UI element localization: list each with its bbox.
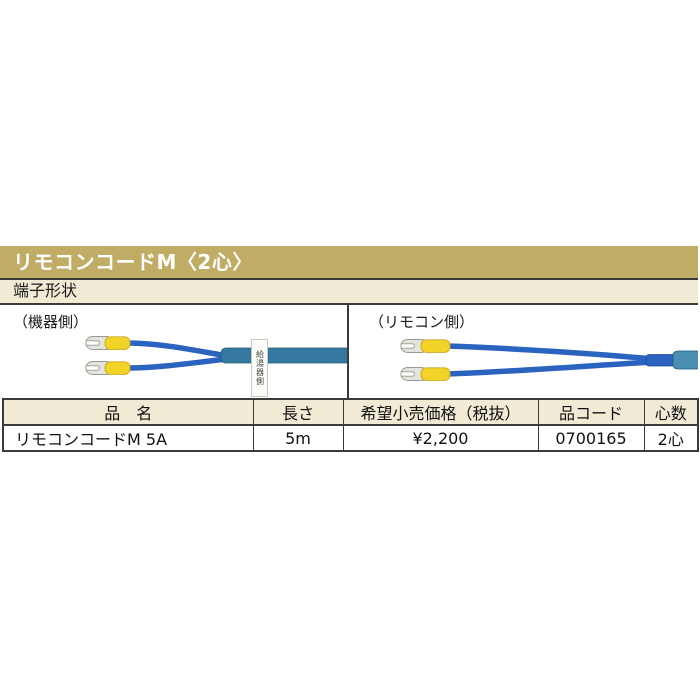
cell-core-count: 2心 — [643, 424, 699, 452]
remote-side-panel: （リモコン側） — [347, 305, 698, 398]
cell-length: 5m — [252, 424, 344, 452]
spec-table-header-row: 品 名 長さ 希望小売価格（税抜） 品コード 心数 — [2, 398, 699, 426]
cable-wrap-label: 給湯器側 — [251, 339, 268, 397]
fork-terminal-icon — [85, 361, 109, 375]
remote-side-cable-icon — [400, 339, 698, 381]
section-title-bar: リモコンコードM〈2心〉 — [0, 246, 698, 278]
spec-table-row: リモコンコードM 5A 5m ¥2,200 0700165 2心 — [2, 424, 699, 452]
terminal-shape-label: 端子形状 — [13, 281, 78, 300]
section-title: リモコンコードM〈2心〉 — [13, 250, 253, 274]
cell-product-name: リモコンコードM 5A — [2, 424, 254, 452]
col-header-core-count: 心数 — [643, 398, 699, 426]
fork-terminal-icon — [400, 339, 424, 353]
col-header-product-name: 品 名 — [2, 398, 254, 426]
cell-product-code: 0700165 — [537, 424, 645, 452]
equipment-side-caption: （機器側） — [13, 313, 89, 331]
terminal-shape-diagram: （機器側） — [0, 305, 698, 398]
fork-terminal-icon — [400, 367, 424, 381]
col-header-length: 長さ — [252, 398, 344, 426]
cable-wrap-label-text: 給湯器側 — [255, 350, 265, 386]
terminal-shape-header: 端子形状 — [0, 278, 698, 305]
cell-price: ¥2,200 — [342, 424, 539, 452]
col-header-price: 希望小売価格（税抜） — [342, 398, 539, 426]
remote-side-caption: （リモコン側） — [369, 313, 475, 331]
equipment-side-panel: （機器側） — [0, 305, 347, 398]
col-header-product-code: 品コード — [537, 398, 645, 426]
fork-terminal-icon — [85, 336, 109, 350]
product-section: リモコンコードM〈2心〉 端子形状 （機器側） — [0, 246, 699, 452]
spec-table: 品 名 長さ 希望小売価格（税抜） 品コード 心数 リモコンコードM 5A 5m… — [2, 398, 699, 452]
